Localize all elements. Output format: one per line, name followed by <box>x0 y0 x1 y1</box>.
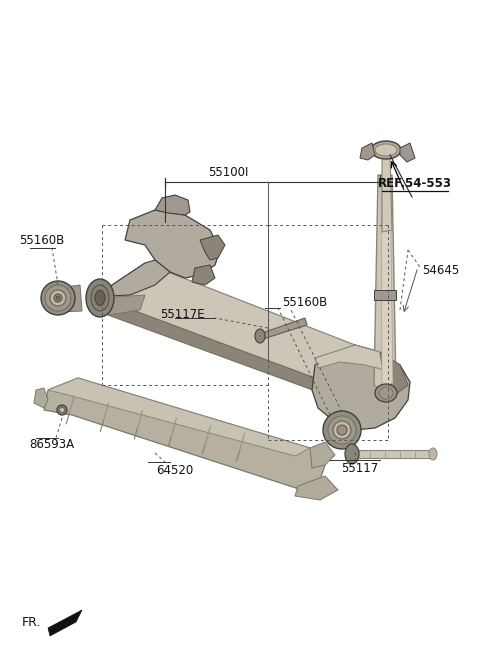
Polygon shape <box>380 352 408 395</box>
Polygon shape <box>125 210 220 278</box>
Text: 54645: 54645 <box>422 264 459 276</box>
Polygon shape <box>192 265 215 285</box>
Text: 55160B: 55160B <box>282 295 327 308</box>
Text: 55117E: 55117E <box>160 308 205 321</box>
Ellipse shape <box>95 291 105 306</box>
Ellipse shape <box>371 141 401 159</box>
Polygon shape <box>295 476 338 500</box>
Polygon shape <box>374 290 396 300</box>
Ellipse shape <box>50 290 66 306</box>
Polygon shape <box>100 298 340 400</box>
Ellipse shape <box>56 296 60 300</box>
Text: 55100I: 55100I <box>208 167 248 180</box>
Text: 86593A: 86593A <box>29 438 74 451</box>
Polygon shape <box>312 345 410 430</box>
Ellipse shape <box>57 405 67 415</box>
Ellipse shape <box>323 411 361 449</box>
Polygon shape <box>310 442 335 468</box>
Ellipse shape <box>41 281 75 315</box>
Text: FR.: FR. <box>22 615 41 628</box>
Polygon shape <box>382 155 392 232</box>
Ellipse shape <box>375 384 397 402</box>
Text: REF.54-553: REF.54-553 <box>378 177 452 190</box>
Polygon shape <box>381 177 393 387</box>
Ellipse shape <box>328 416 356 444</box>
Polygon shape <box>34 388 48 408</box>
Polygon shape <box>315 345 395 370</box>
Ellipse shape <box>86 279 114 317</box>
Ellipse shape <box>345 444 359 464</box>
Polygon shape <box>260 318 307 340</box>
Text: 55160B: 55160B <box>19 234 65 247</box>
Polygon shape <box>48 610 82 636</box>
Polygon shape <box>44 378 325 490</box>
Ellipse shape <box>429 448 437 460</box>
Polygon shape <box>100 263 355 380</box>
Ellipse shape <box>255 329 265 343</box>
Polygon shape <box>100 295 145 315</box>
Polygon shape <box>155 195 190 215</box>
Ellipse shape <box>54 294 62 302</box>
Text: 64520: 64520 <box>156 464 193 476</box>
Polygon shape <box>400 143 415 162</box>
Polygon shape <box>108 260 170 296</box>
Ellipse shape <box>333 421 351 439</box>
Ellipse shape <box>379 387 393 399</box>
Polygon shape <box>200 235 225 260</box>
Ellipse shape <box>337 425 347 435</box>
Ellipse shape <box>60 407 64 413</box>
Polygon shape <box>355 450 430 458</box>
Text: 55117: 55117 <box>341 462 379 474</box>
Polygon shape <box>48 378 310 456</box>
Polygon shape <box>374 175 396 390</box>
Ellipse shape <box>91 285 109 311</box>
Polygon shape <box>58 285 82 312</box>
Polygon shape <box>360 143 375 160</box>
Ellipse shape <box>375 144 397 156</box>
Ellipse shape <box>45 285 71 311</box>
